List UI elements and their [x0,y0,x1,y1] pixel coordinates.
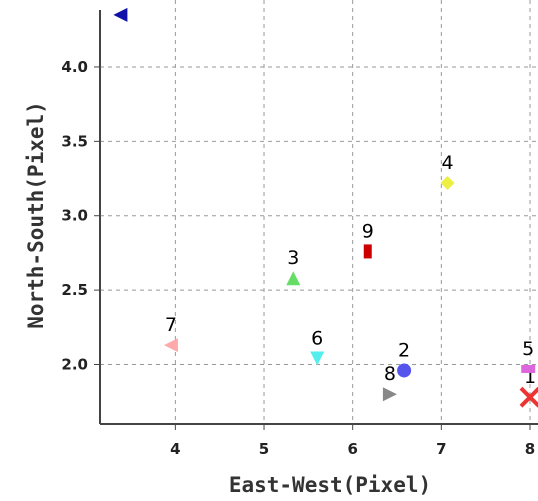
data-point-6 [310,351,325,366]
point-label: 6 [311,328,323,350]
y-axis-title: North-South(Pixel) [24,101,48,329]
x-tick-label: 7 [436,440,446,458]
data-point-unlabeled [113,7,128,22]
y-tick-label: 3.0 [61,207,88,225]
point-label: 7 [165,314,177,336]
x-tick-label: 6 [347,440,357,458]
data-point-9 [363,244,372,259]
x-marker-stroke [519,386,538,408]
y-tick-label: 3.5 [61,132,88,150]
x-tick-label: 5 [259,440,269,458]
y-tick-label: 2.0 [61,355,88,373]
data-point-2 [397,363,412,378]
point-label: 8 [384,363,396,385]
data-point-8 [382,387,397,402]
point-label: 4 [441,152,453,174]
data-point-4 [440,175,455,190]
point-label: 3 [287,247,299,269]
x-tick-label: 8 [525,440,535,458]
x-tick-label: 4 [170,440,180,458]
point-label: 9 [362,220,374,242]
y-tick-label: 4.0 [61,58,88,76]
point-label: 5 [522,338,534,360]
point-label: 2 [398,339,410,361]
data-point-1 [519,386,538,408]
grid [100,0,538,424]
data-point-3 [286,271,301,286]
y-tick-label: 2.5 [61,281,88,299]
data-point-5 [521,364,536,373]
x-axis-title: East-West(Pixel) [229,473,431,497]
tick-labels: 4 5 6 7 8 2.0 2.5 3.0 3.5 4.0 [61,58,535,458]
data-point-7 [163,338,178,353]
